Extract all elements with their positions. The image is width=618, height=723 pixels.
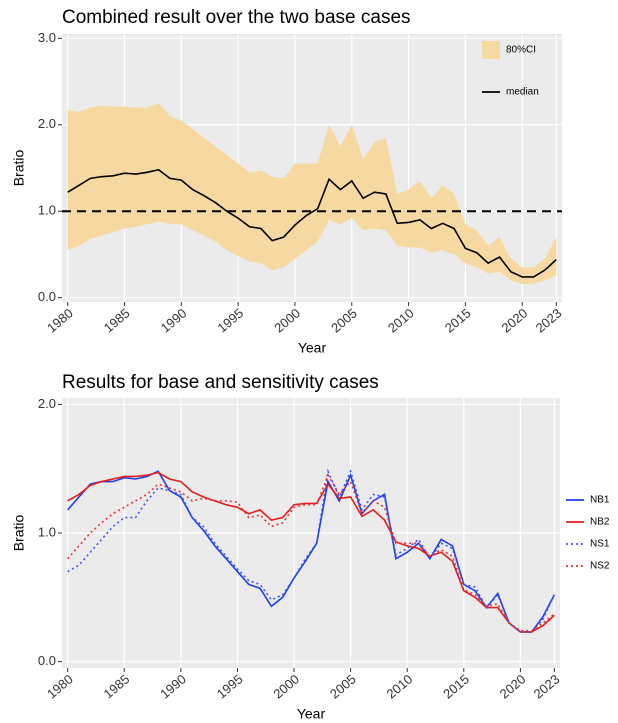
y-tick-label: 3.0 <box>38 30 56 45</box>
x-tick-label: 1985 <box>101 305 133 335</box>
x-tick-label: 2005 <box>328 305 360 335</box>
legend-label: NB1 <box>590 495 610 506</box>
x-tick-label: 2020 <box>499 305 531 335</box>
x-tick-label: 2020 <box>497 671 529 701</box>
chart-title: Results for base and sensitivity cases <box>62 372 379 393</box>
chart-title: Combined result over the two base cases <box>62 7 411 28</box>
ci-band <box>67 103 557 284</box>
legend-label: NS1 <box>590 539 610 550</box>
y-tick-label: 1.0 <box>38 524 56 539</box>
x-tick-label: 1980 <box>44 305 76 335</box>
x-tick-label: 2023 <box>533 305 565 335</box>
series-line <box>67 471 555 633</box>
x-tick-label: 2000 <box>270 671 302 701</box>
y-tick-label: 1.0 <box>38 203 56 218</box>
chart: Results for base and sensitivity cases 0.… <box>11 372 610 722</box>
x-tick-label: 1985 <box>101 671 133 701</box>
legend-label: median <box>506 87 539 98</box>
x-tick-label: 2000 <box>271 305 303 335</box>
x-axis-title: Year <box>298 340 327 356</box>
x-tick-label: 2010 <box>385 305 417 335</box>
x-tick-label: 1990 <box>157 671 189 701</box>
x-tick-label: 1980 <box>44 671 76 701</box>
x-tick-label: 1995 <box>214 671 246 701</box>
y-tick-label: 0.0 <box>38 289 56 304</box>
x-tick-label: 2005 <box>327 671 359 701</box>
legend-label: NB2 <box>590 517 610 528</box>
x-tick-label: 1990 <box>158 305 190 335</box>
x-axis-title: Year <box>297 706 326 722</box>
y-axis-title: Bratio <box>11 150 27 187</box>
series-line <box>67 168 557 278</box>
chart: Combined result over the two base cases 0… <box>11 7 565 356</box>
x-tick-label: 2015 <box>442 305 474 335</box>
x-tick-label: 2010 <box>384 671 416 701</box>
legend-key <box>482 41 500 59</box>
legend-label: 80%CI <box>506 45 536 56</box>
y-tick-label: 2.0 <box>38 396 56 411</box>
x-tick-label: 1995 <box>214 305 246 335</box>
y-axis-title: Bratio <box>11 515 27 552</box>
x-tick-label: 2023 <box>531 671 563 701</box>
legend-label: NS2 <box>590 561 610 572</box>
y-tick-label: 2.0 <box>38 116 56 131</box>
x-tick-label: 2015 <box>440 671 472 701</box>
series-line <box>67 473 555 632</box>
y-tick-label: 0.0 <box>38 653 56 668</box>
